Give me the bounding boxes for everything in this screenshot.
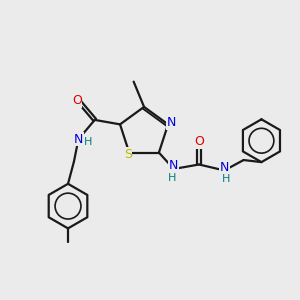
- Text: O: O: [72, 94, 82, 107]
- Text: H: H: [222, 174, 230, 184]
- Text: H: H: [168, 173, 176, 184]
- Text: N: N: [74, 133, 83, 146]
- Text: H: H: [84, 136, 92, 147]
- Text: N: N: [169, 160, 178, 172]
- Text: O: O: [194, 135, 204, 148]
- Text: N: N: [167, 116, 176, 129]
- Text: S: S: [124, 148, 132, 160]
- Text: N: N: [220, 161, 229, 174]
